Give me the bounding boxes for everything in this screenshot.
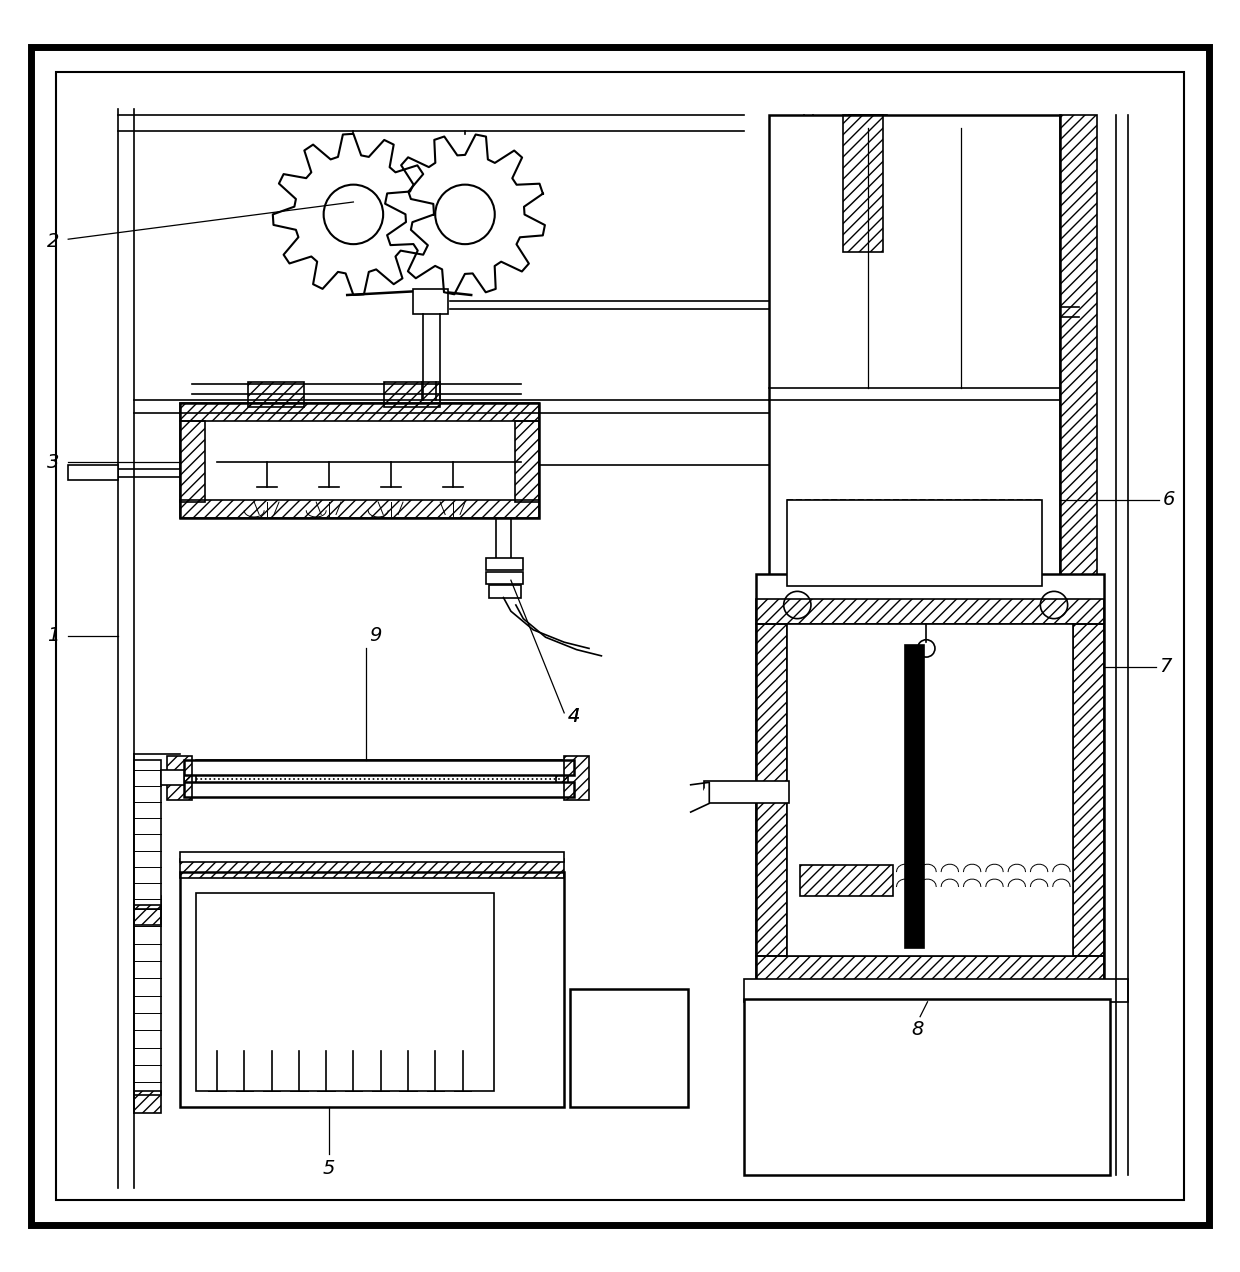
Bar [849,116,887,289]
Bar [489,585,521,598]
Text: 1: 1 [47,627,60,645]
Bar [744,979,1128,1002]
Text: 8: 8 [911,1020,924,1039]
Bar [134,897,161,1095]
Bar [570,990,688,1107]
Bar [180,871,564,1107]
Bar [756,574,1104,983]
Text: 3: 3 [47,453,60,472]
Bar [843,116,883,252]
Bar [769,116,1060,586]
Bar [180,852,564,861]
Bar [756,957,1104,983]
Text: 4: 4 [568,707,580,726]
Bar [1073,623,1104,957]
Bar [180,859,564,878]
Text: 2: 2 [47,233,60,251]
Bar [180,403,539,518]
Bar [184,770,196,785]
Bar [134,906,161,925]
Bar [744,1000,1110,1175]
Bar [68,464,118,480]
Bar [781,285,849,319]
Text: 6: 6 [1163,490,1176,509]
Bar [1017,286,1029,328]
Bar [515,421,539,502]
Polygon shape [691,782,709,812]
Bar [781,285,849,319]
Bar [180,500,539,518]
Bar [905,296,945,326]
Bar [180,421,205,502]
Bar [184,782,574,798]
Bar [248,382,304,407]
Bar [486,571,523,584]
Bar [961,289,981,326]
Bar [134,759,161,908]
Text: 9: 9 [370,626,382,645]
Bar [134,1091,161,1113]
Bar [992,291,1012,323]
Bar [486,558,523,570]
Bar [704,781,789,804]
Bar [800,865,893,897]
Bar [905,645,924,949]
Bar [756,599,1104,623]
Bar [556,770,568,785]
Bar [1060,116,1097,586]
Bar [564,757,589,800]
Bar [787,500,1042,586]
Bar [180,403,539,421]
Bar [413,289,448,314]
Text: 4: 4 [568,707,580,726]
Bar [862,289,882,326]
Bar [756,623,787,957]
Bar [787,623,1073,957]
Text: 7: 7 [1159,658,1172,677]
Bar [196,893,494,1091]
Bar [184,759,574,775]
Text: 5: 5 [322,1159,335,1178]
Bar [779,281,853,323]
Bar [384,382,440,407]
Bar [167,757,192,800]
Bar [161,770,184,785]
